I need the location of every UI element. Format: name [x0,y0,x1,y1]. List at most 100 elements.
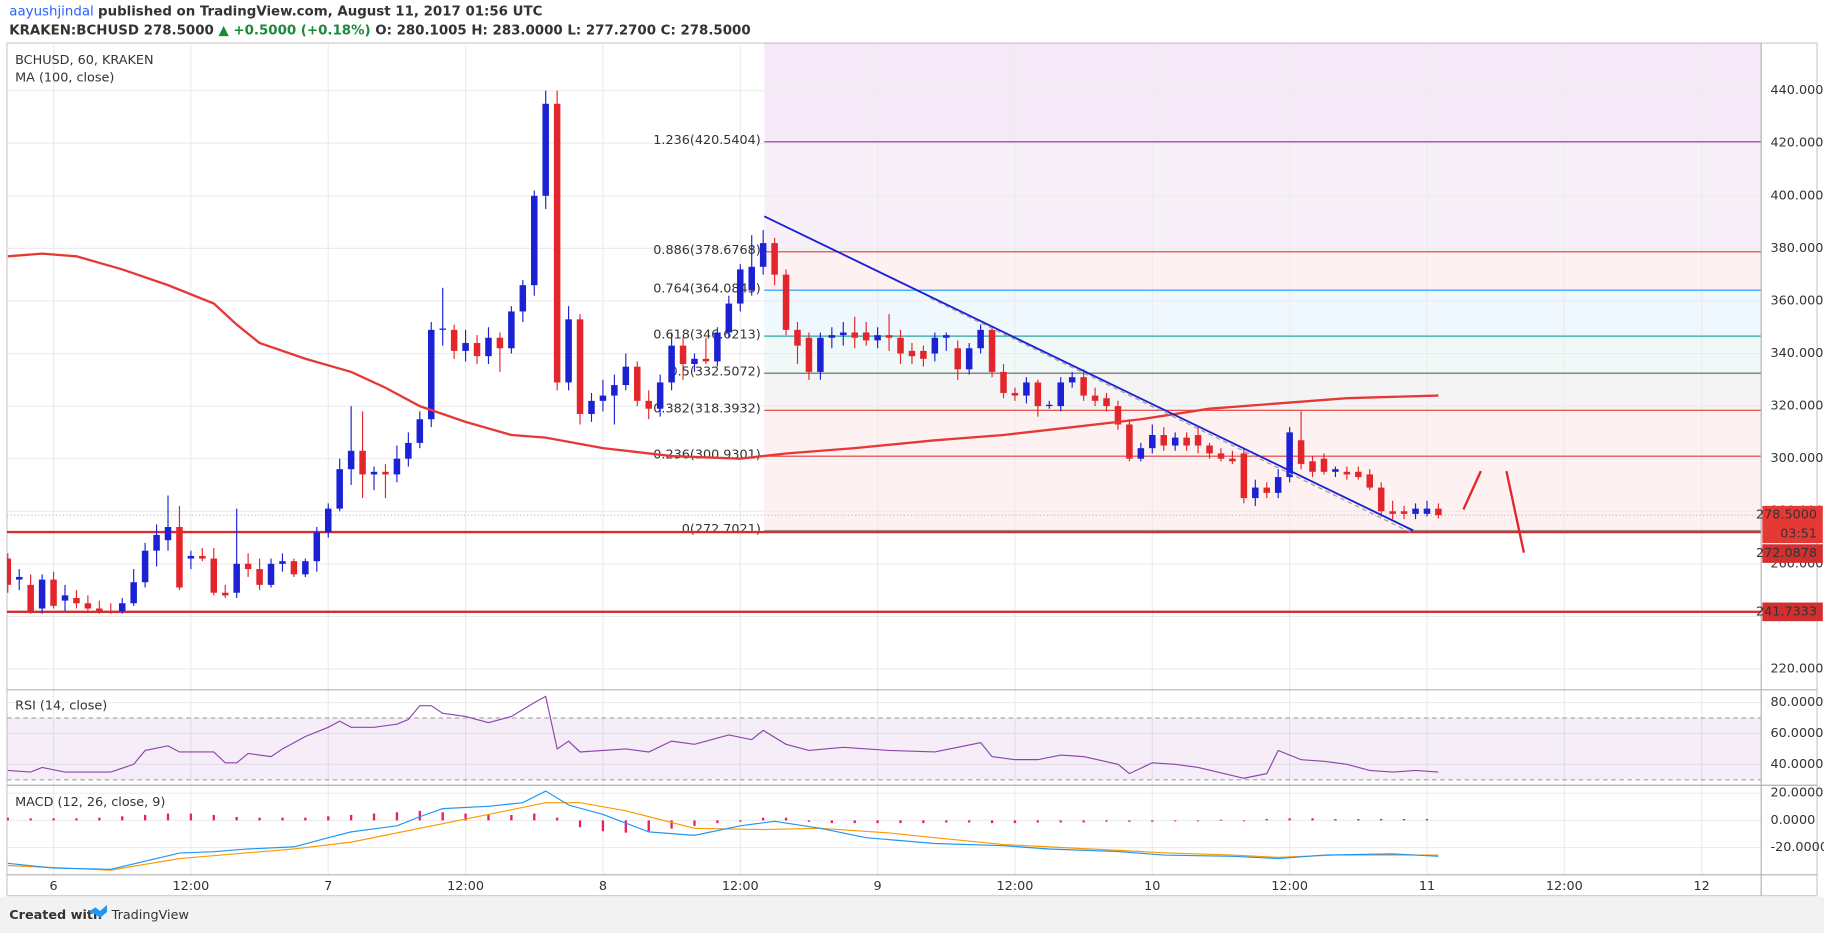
macd-histogram-bar [212,814,215,821]
x-tick-label: 9 [874,879,882,894]
fib-label: 0.5(332.5072) [670,365,761,380]
candle-body [6,558,12,585]
candle-body [634,366,641,401]
macd-histogram-bar [739,820,742,822]
footer-brand[interactable]: TradingView [111,908,189,923]
candle-body [1057,382,1064,407]
rsi-line [7,695,1439,779]
publish-line: aayushjindal published on TradingView.co… [9,5,542,20]
candle-body [1046,404,1053,407]
candle-body [599,395,607,401]
candle-body [1309,461,1316,472]
macd-histogram-bar [166,813,170,821]
macd-histogram-bar [1196,820,1200,822]
x-tick-label: 12 [1694,879,1710,894]
candle-body [370,471,378,475]
fib-zone [764,336,1762,374]
candle-body [336,469,343,509]
macd-histogram-bar [762,817,765,821]
fib-zone [764,290,1762,337]
price-label: 241.7333 [1756,604,1817,619]
macd-histogram-bar [624,820,627,833]
macd-histogram-bar [899,820,902,824]
macd-histogram-bar [968,820,971,823]
candle-body [473,343,481,357]
candle-body [153,534,160,551]
rsi-tick-label: 80.0000 [1770,695,1823,710]
price-label-box [1762,602,1823,622]
candle-body [1160,435,1168,446]
y-tick-label: 400.0000 [1770,188,1824,203]
candle-body [221,592,229,596]
fib-label: 1.236(420.5404) [653,133,761,148]
low: L: 277.2700 [567,23,656,38]
candle-body [1320,458,1328,472]
y-tick-label: 420.0000 [1770,136,1824,151]
candle-body [1126,424,1133,459]
candle-body [725,303,733,333]
candle-body [622,366,630,386]
candle-body [851,332,858,338]
candle-body [817,337,824,372]
candle-body [38,579,46,609]
candle-body [347,450,355,470]
candle-body [588,400,595,414]
candle-body [1068,377,1076,383]
candle-body [1400,511,1408,514]
macd-histogram-bar [349,814,353,821]
candle-body [1000,371,1007,393]
x-tick-label: 11 [1419,879,1435,894]
candle-body [576,319,584,414]
author[interactable]: aayushjindal [9,5,93,20]
macd-histogram-bar [693,820,696,826]
candle-body [828,335,836,338]
candle-body [73,597,80,604]
macd-histogram-bar [304,817,307,821]
candle-body [748,266,755,291]
macd-histogram-bar [784,817,788,821]
candle-body [1240,453,1248,499]
price-label: 03:51 [1780,526,1817,541]
macd-histogram-bar [98,817,101,821]
arrow-down [1505,470,1526,553]
candle-body [1389,511,1396,514]
candle-body [199,555,206,559]
x-tick-label: 12:00 [722,879,759,894]
candle-body [1274,477,1282,493]
candle-body [107,611,115,613]
candle-body [141,550,149,583]
y-tick-label: 440.0000 [1770,83,1824,98]
candle-body [1229,458,1236,462]
macd-line [7,790,1439,870]
fib-label: 0.618(346.6213) [653,327,761,342]
price-label: 272.0878 [1756,546,1817,561]
y-tick-label: 320.0000 [1770,399,1824,414]
macd-histogram-bar [235,817,238,821]
x-tick-label: 12:00 [447,879,484,894]
macd-histogram-bar [29,818,32,821]
macd-histogram-bar [1357,819,1360,821]
candle-body [324,508,332,533]
candle-body [954,348,961,370]
rsi-tick-label: 60.0000 [1770,726,1823,741]
candle-body [1103,398,1110,407]
candle-body [1286,432,1293,478]
price: 278.5000 [144,23,214,38]
macd-histogram-bar [441,812,444,821]
x-tick-label: 8 [599,879,607,894]
candle-body [164,527,172,541]
candle-body [805,337,813,372]
macd-histogram-bar [853,820,856,824]
signal-line [7,802,1439,871]
candle-body [1343,471,1351,475]
candle-body [405,442,412,459]
macd-histogram-bar [922,820,925,824]
candle-body [313,532,321,562]
candle-body [393,458,401,475]
candle-body [1194,435,1202,446]
published: published on TradingView.com, August 11,… [98,5,542,20]
x-tick-label: 12:00 [1546,879,1583,894]
candle-body [1137,448,1145,459]
macd-tick-label: 20.0000 [1770,786,1823,801]
candle-body [496,337,504,349]
